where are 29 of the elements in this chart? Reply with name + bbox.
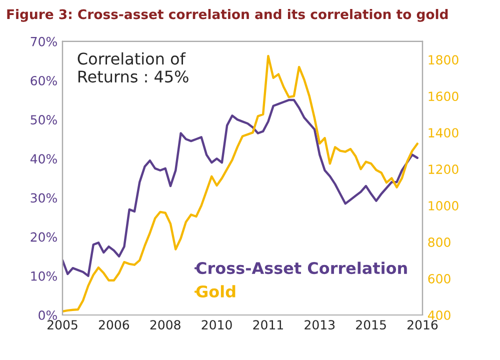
y2-tick-label: 400 xyxy=(428,310,450,320)
y-tick-label: 50% xyxy=(30,115,57,124)
y2-tick-label: 1800 xyxy=(428,55,458,65)
legend-label: Cross-Asset Correlation xyxy=(196,262,407,274)
y-tick-label: 10% xyxy=(31,271,57,281)
y2-tick-label: 1000 xyxy=(428,201,458,210)
x-tick-label: 2008 xyxy=(150,320,180,330)
x-tick-label: 2013 xyxy=(304,320,335,330)
chart-title: Figure 3: Cross-asset correlation and its correlation to gold xyxy=(7,9,448,22)
y2-tick-label: 1400 xyxy=(428,128,458,138)
y-tick-label: 40% xyxy=(30,154,57,164)
y-tick-label: 70% xyxy=(30,36,57,46)
annotation: Correlation of Returns : 45% xyxy=(78,52,188,83)
y-tick-label: 30% xyxy=(30,193,57,203)
y2-tick-label: 800 xyxy=(428,238,450,247)
x-tick-label: 2005 xyxy=(48,320,78,330)
y2-tick-label: 1600 xyxy=(428,92,458,102)
y2-tick-label: 1200 xyxy=(428,164,458,174)
y-tick-label: 0% xyxy=(38,310,57,320)
y-tick-label: 60% xyxy=(30,76,57,86)
x-tick-label: 2011 xyxy=(253,320,283,330)
legend-label: Gold xyxy=(196,285,236,298)
x-tick-label: 2016 xyxy=(408,320,438,330)
x-tick-label: 2006 xyxy=(98,320,130,330)
y2-tick-label: 600 xyxy=(428,274,450,284)
y-tick-label: 20% xyxy=(30,232,57,242)
x-tick-label: 2010 xyxy=(202,320,232,330)
line-series xyxy=(62,98,418,278)
x-tick-label: 2015 xyxy=(356,320,386,330)
